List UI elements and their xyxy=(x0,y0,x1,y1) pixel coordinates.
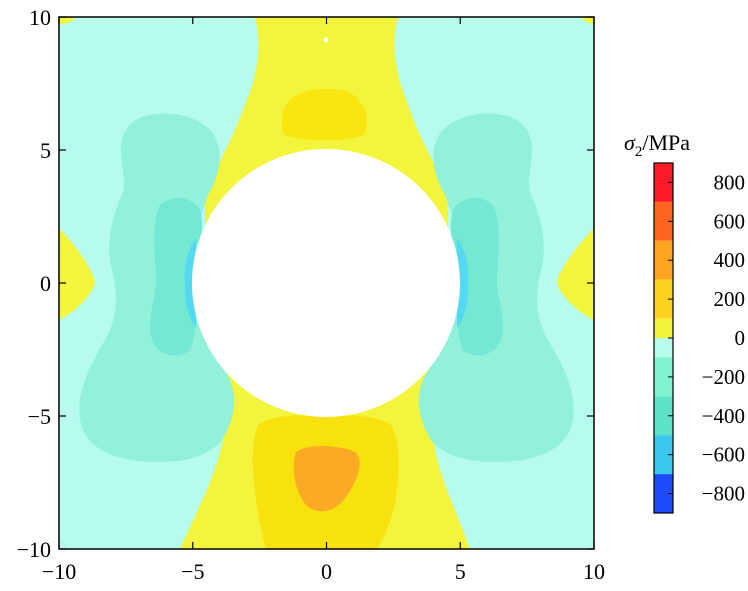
y-tick-label: −5 xyxy=(28,404,51,429)
colorbar-title-symbol: σ xyxy=(624,130,636,155)
colorbar-tick-label: −400 xyxy=(702,404,745,428)
side-lobe-left-region xyxy=(59,228,95,320)
top-zone-region xyxy=(281,88,367,141)
colorbar-tick-label: −600 xyxy=(702,443,745,467)
colorbar-level xyxy=(654,357,673,397)
colorbar-title: σ2/MPa xyxy=(624,130,690,160)
colorbar-tick-label: 600 xyxy=(714,209,746,233)
colorbar-level xyxy=(654,435,673,475)
x-tick-label: 0 xyxy=(321,559,332,584)
colorbar-title-unit: /MPa xyxy=(642,130,690,155)
contour-plot-area xyxy=(59,17,594,549)
colorbar-level xyxy=(654,474,673,513)
colorbar-tick-label: 0 xyxy=(735,326,746,350)
x-axis-ticks: −10 −5 0 5 10 xyxy=(42,17,605,584)
y-tick-label: 10 xyxy=(29,5,51,30)
x-tick-label: 5 xyxy=(455,559,466,584)
x-tick-label: 10 xyxy=(583,559,605,584)
colorbar-tick-label: 200 xyxy=(714,287,746,311)
central-hole xyxy=(192,149,460,417)
side-lobe-right-region xyxy=(557,228,594,320)
y-tick-label: 0 xyxy=(40,271,51,296)
colorbar-level xyxy=(654,318,673,338)
colorbar-level xyxy=(654,396,673,436)
y-tick-label: −10 xyxy=(17,537,51,562)
inner-zone-right-region xyxy=(450,197,503,356)
colorbar-level xyxy=(654,338,673,358)
colorbar-level xyxy=(654,201,673,241)
colorbar-tick-label: −200 xyxy=(702,365,745,389)
colorbar-level xyxy=(654,240,673,280)
corner-top-left-region xyxy=(59,17,75,24)
x-tick-label: −5 xyxy=(181,559,204,584)
colorbar-tick-label: 400 xyxy=(714,248,746,272)
colorbar-tick-label: 800 xyxy=(714,170,746,194)
colorbar-title-subscript: 2 xyxy=(635,144,643,160)
y-tick-label: 5 xyxy=(40,138,51,163)
top-marker-dot xyxy=(323,37,329,43)
bottom-core-region xyxy=(293,446,360,512)
colorbar-tick-label: −800 xyxy=(702,482,745,506)
colorbar-level xyxy=(654,163,673,202)
y-axis-ticks: 10 5 0 −5 −10 xyxy=(17,5,594,562)
colorbar-level xyxy=(654,279,673,319)
hole-edge-left-region xyxy=(184,238,196,328)
inner-zone-left-region xyxy=(150,197,203,356)
corner-top-right-region xyxy=(582,17,594,24)
hole-edge-right-region xyxy=(457,238,469,328)
colorbar: 800 600 400 200 0 −200 −400 −600 −800 xyxy=(653,162,746,514)
x-tick-label: −10 xyxy=(42,559,76,584)
